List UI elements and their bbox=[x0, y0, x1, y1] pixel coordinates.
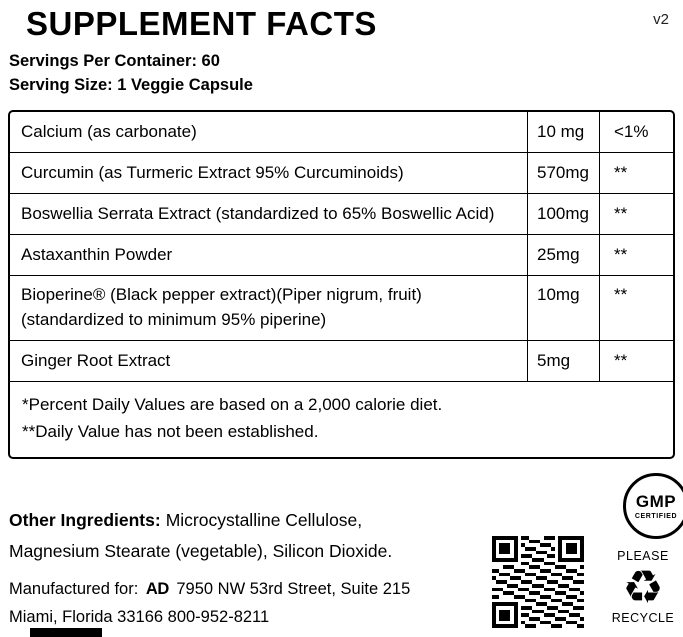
ingredient-amount: 5mg bbox=[527, 340, 599, 381]
table-row: Curcumin (as Turmeric Extract 95% Curcum… bbox=[10, 152, 673, 194]
recycle-block: PLEASE ♻ RECYCLE bbox=[610, 549, 676, 625]
ingredient-dv: ** bbox=[599, 234, 673, 275]
recycle-please-text: PLEASE bbox=[617, 549, 669, 563]
ingredient-dv: ** bbox=[599, 152, 673, 193]
gmp-certified-text: CERTIFIED bbox=[634, 513, 678, 520]
footnote-dv-not-established: **Daily Value has not been established. bbox=[22, 422, 319, 442]
other-ingredients-label: Other Ingredients: bbox=[9, 510, 161, 531]
footnotes: *Percent Daily Values are based on a 2,0… bbox=[10, 382, 673, 457]
ingredient-amount: 10mg bbox=[527, 275, 599, 340]
ingredient-amount: 100mg bbox=[527, 193, 599, 234]
ingredient-dv: ** bbox=[599, 193, 673, 234]
other-ingredients: Other Ingredients: Microcystalline Cellul… bbox=[9, 505, 489, 566]
ingredient-name-line2: (standardized to minimum 95% piperine) bbox=[21, 309, 327, 329]
ingredient-amount: 25mg bbox=[527, 234, 599, 275]
other-ingredients-text: Microcystalline Cellulose, bbox=[165, 510, 363, 531]
ingredient-name: Ginger Root Extract bbox=[21, 350, 171, 370]
servings-per-container: Servings Per Container: 60 bbox=[9, 52, 220, 70]
manufactured-label: Manufactured for: bbox=[9, 580, 139, 599]
ingredient-name-line1: Bioperine® (Black pepper extract)(Piper … bbox=[21, 285, 422, 305]
table-row: Bioperine® (Black pepper extract)(Piper … bbox=[10, 275, 673, 341]
ingredient-amount: 10 mg bbox=[527, 111, 599, 152]
table-row: Calcium (as carbonate) 10 mg <1% bbox=[10, 111, 673, 153]
ingredient-name: Bioperine® (Black pepper extract)(Piper … bbox=[10, 278, 527, 337]
address-line1: 7950 NW 53rd Street, Suite 215 bbox=[176, 580, 411, 599]
other-ingredients-line2: Magnesium Stearate (vegetable), Silicon … bbox=[9, 540, 393, 561]
serving-info: Servings Per Container: 60 Serving Size:… bbox=[9, 50, 683, 98]
crop-mark bbox=[30, 628, 102, 637]
manufactured-line1: Manufactured for: AD 7950 NW 53rd Street… bbox=[9, 576, 484, 603]
recycle-icon: ♻ bbox=[622, 561, 664, 613]
ingredient-name: Calcium (as carbonate) bbox=[21, 121, 197, 141]
footnote-daily-values: *Percent Daily Values are based on a 2,0… bbox=[22, 394, 443, 414]
ingredient-name: Curcumin (as Turmeric Extract 95% Curcum… bbox=[21, 162, 404, 182]
gmp-certified-badge: GMP CERTIFIED bbox=[623, 473, 683, 539]
version-tag: v2 bbox=[653, 11, 669, 28]
manufactured-for: Manufactured for: AD 7950 NW 53rd Street… bbox=[9, 576, 484, 630]
ingredient-name: Boswellia Serrata Extract (standardized … bbox=[21, 203, 495, 223]
ingredient-name: Astaxanthin Powder bbox=[21, 244, 173, 264]
table-row: Ginger Root Extract 5mg ** bbox=[10, 340, 673, 382]
ingredient-dv: ** bbox=[599, 340, 673, 381]
serving-size: Serving Size: 1 Veggie Capsule bbox=[9, 75, 253, 94]
qr-code bbox=[492, 536, 584, 628]
gmp-text: GMP bbox=[635, 492, 677, 511]
page-title: SUPPLEMENT FACTS bbox=[26, 5, 377, 42]
facts-table: Calcium (as carbonate) 10 mg <1% Curcumi… bbox=[8, 109, 675, 460]
table-row: Astaxanthin Powder 25mg ** bbox=[10, 234, 673, 276]
ingredient-dv: <1% bbox=[599, 111, 673, 152]
ingredient-amount: 570mg bbox=[527, 152, 599, 193]
ingredient-dv: ** bbox=[599, 275, 673, 340]
manufacturer-logo: AD bbox=[145, 580, 169, 599]
recycle-text: RECYCLE bbox=[611, 611, 675, 626]
table-row: Boswellia Serrata Extract (standardized … bbox=[10, 193, 673, 235]
address-line2: Miami, Florida 33166 800-952-8211 bbox=[9, 607, 270, 626]
